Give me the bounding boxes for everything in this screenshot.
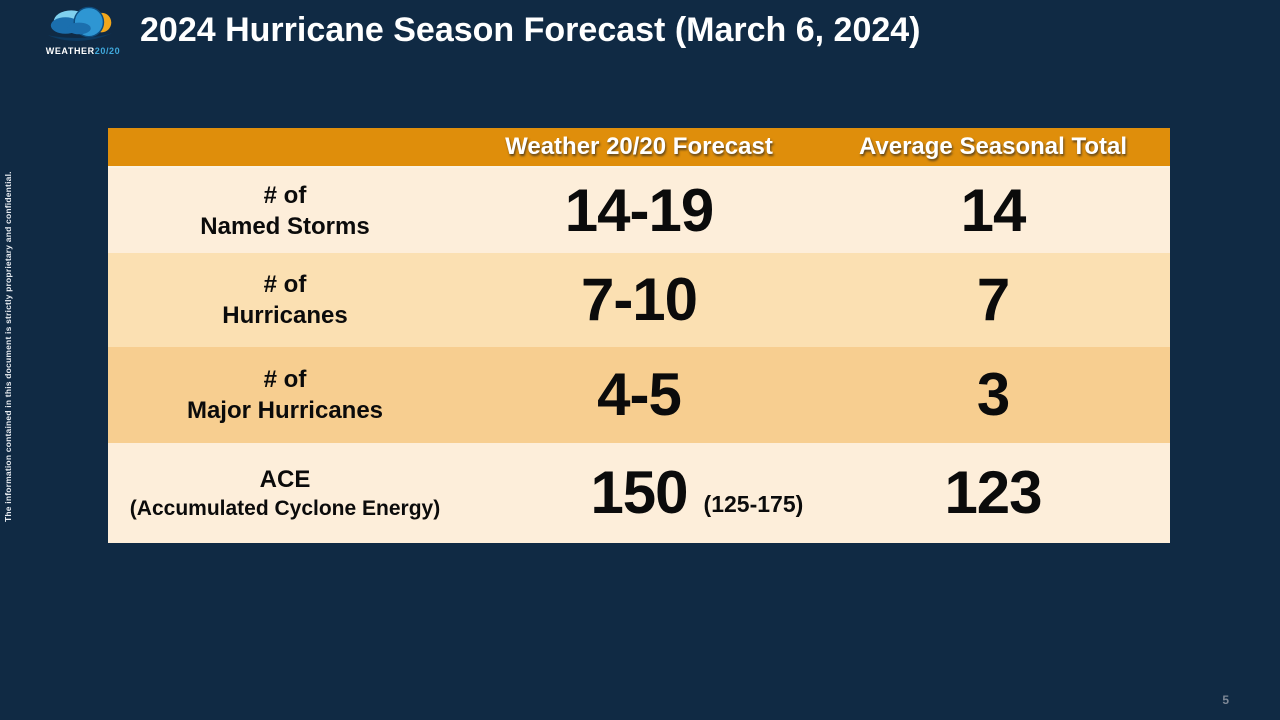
table-row-named-storms: # of Named Storms 14-19 14 <box>108 168 1170 253</box>
average-value-cell: 123 <box>816 443 1170 543</box>
cloud-logo-icon <box>47 6 113 41</box>
row-label-line2: Hurricanes <box>222 302 348 329</box>
forecast-value-cell: 14-19 <box>462 168 816 253</box>
average-value: 14 <box>960 176 1027 244</box>
average-value: 3 <box>976 361 1010 428</box>
forecast-range-note: (125-175) <box>703 491 804 517</box>
logo-wordmark: WEATHER20/20 <box>44 46 122 56</box>
forecast-value: 4-5 <box>597 361 682 428</box>
row-label: # of Named Storms <box>108 168 462 253</box>
average-value-cell: 14 <box>816 168 1170 253</box>
forecast-value-cell: 7-10 <box>462 253 816 347</box>
row-label: # of Major Hurricanes <box>108 347 462 443</box>
forecast-value-cell: 150 (125-175) <box>462 443 816 543</box>
header-cell-average: Average Seasonal Total <box>858 133 1128 160</box>
forecast-value: 14-19 <box>564 176 714 244</box>
slide-title: 2024 Hurricane Season Forecast (March 6,… <box>140 11 921 49</box>
table-row-hurricanes: # of Hurricanes 7-10 7 <box>108 253 1170 347</box>
row-label-line1: # of <box>263 181 307 209</box>
table-row-major-hurricanes: # of Major Hurricanes 4-5 3 <box>108 347 1170 443</box>
row-label-line2: Named Storms <box>200 212 370 240</box>
logo-brand-text: WEATHER <box>45 46 95 56</box>
row-label: # of Hurricanes <box>108 253 462 347</box>
confidential-notice: The information contained in this docume… <box>3 171 13 522</box>
forecast-table: Weather 20/20 Forecast Average Seasonal … <box>108 128 1170 543</box>
row-label-line1: ACE <box>259 465 311 493</box>
row-label-line1: # of <box>263 271 307 298</box>
table-row-ace: ACE (Accumulated Cyclone Energy) 150 (12… <box>108 443 1170 543</box>
weather2020-logo: WEATHER20/20 <box>44 5 122 56</box>
header-cell-forecast: Weather 20/20 Forecast <box>505 133 773 160</box>
average-value-cell: 7 <box>816 253 1170 347</box>
row-label-line1: # of <box>263 366 307 393</box>
row-label: ACE (Accumulated Cyclone Energy) <box>108 443 462 543</box>
average-value-cell: 3 <box>816 347 1170 443</box>
row-label-line2: Major Hurricanes <box>186 397 384 424</box>
logo-suffix-text: 20/20 <box>94 46 121 56</box>
forecast-value-cell: 4-5 <box>462 347 816 443</box>
row-label-line2: (Accumulated Cyclone Energy) <box>129 496 441 520</box>
forecast-value: 7-10 <box>580 266 698 333</box>
table-header-row: Weather 20/20 Forecast Average Seasonal … <box>108 128 1170 168</box>
average-value: 7 <box>976 266 1010 333</box>
average-value: 123 <box>944 459 1042 526</box>
page-number: 5 <box>1222 693 1229 707</box>
forecast-value: 150 <box>590 459 688 526</box>
